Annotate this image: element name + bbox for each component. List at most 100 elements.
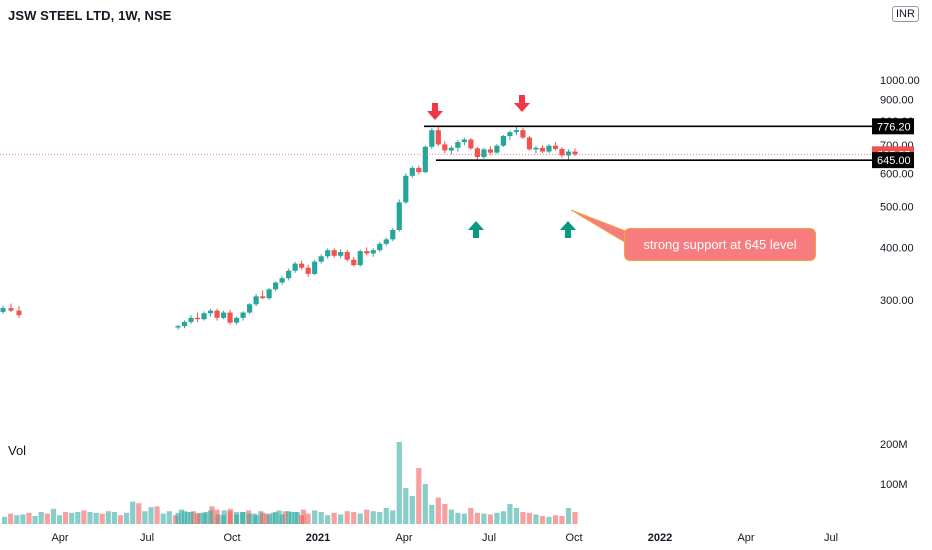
volume-bar <box>273 512 279 524</box>
candle-body <box>16 310 22 316</box>
volume-bar <box>201 512 207 524</box>
volume-bar <box>181 511 188 524</box>
candle-body <box>233 317 240 323</box>
volume-bar <box>474 512 480 524</box>
volume-bar <box>188 512 194 524</box>
volume-bar <box>351 512 357 524</box>
x-tick-label: Apr <box>395 532 412 544</box>
support-callout: strong support at 645 level <box>624 228 816 261</box>
volume-bar <box>383 508 389 524</box>
volume-bar <box>559 516 565 524</box>
candle-body <box>286 270 292 279</box>
candle-body <box>507 132 513 137</box>
volume-bar <box>166 511 172 524</box>
volume-bar <box>220 515 227 524</box>
volume-bar <box>305 513 311 524</box>
candle-body <box>520 130 526 138</box>
volume-bar <box>403 488 409 524</box>
volume-bar <box>87 512 93 524</box>
candle-body <box>266 289 272 299</box>
volume-bar <box>487 514 493 524</box>
volume-bar <box>191 511 197 524</box>
volume-bar <box>409 496 415 524</box>
volume-bar <box>468 508 474 524</box>
volume-bar <box>429 504 435 524</box>
candle-body <box>194 317 201 320</box>
candle-body <box>481 149 487 158</box>
volume-bar <box>338 514 344 524</box>
candle-body <box>279 278 285 283</box>
candle-body <box>246 304 253 313</box>
candle-body <box>546 145 552 152</box>
volume-bar <box>494 512 500 524</box>
volume-bar <box>396 442 402 524</box>
volume-bar <box>185 512 191 524</box>
volume-bar <box>390 510 396 524</box>
x-tick-label: 2021 <box>306 532 330 544</box>
volume-bar <box>194 513 201 524</box>
volume-bar <box>154 506 160 524</box>
volume-bar <box>227 511 233 524</box>
volume-bar <box>214 509 220 524</box>
candle-body <box>461 139 467 143</box>
candle-body <box>500 136 507 146</box>
candle-body <box>403 175 409 203</box>
candle-body <box>513 130 520 133</box>
candle-body <box>344 252 350 260</box>
arrow-down-icon <box>514 95 530 112</box>
x-tick-label: Oct <box>223 532 240 544</box>
candle-body <box>325 250 331 257</box>
volume-bar <box>539 516 546 524</box>
candle-body <box>240 312 246 318</box>
x-tick-label: Jul <box>824 532 838 544</box>
currency-button[interactable]: INR <box>892 6 919 22</box>
candle-body <box>442 144 448 151</box>
volume-bar <box>160 513 166 524</box>
candle-body <box>312 261 318 274</box>
volume-bar <box>344 511 350 524</box>
volume-tick-label: 100M <box>880 479 908 491</box>
volume-bar <box>32 516 38 524</box>
volume-bar <box>288 512 294 524</box>
volume-bar <box>377 512 383 524</box>
candle-body <box>565 151 572 156</box>
volume-bar <box>461 513 467 524</box>
volume-bar <box>442 504 448 524</box>
y-tick-label: 600.00 <box>880 168 914 180</box>
candle-body <box>559 148 565 156</box>
candle-body <box>390 230 396 240</box>
candle-body <box>468 139 474 149</box>
volume-bar <box>75 512 81 524</box>
volume-bar <box>292 512 298 524</box>
volume-bar <box>526 512 533 524</box>
callout-pointer <box>570 209 629 245</box>
volume-bar <box>130 501 136 524</box>
candle-body <box>526 137 533 150</box>
candle-body <box>377 243 383 251</box>
volume-bar <box>142 511 148 524</box>
volume-bar <box>99 513 105 524</box>
y-tick-label: 1000.00 <box>880 75 920 87</box>
candle-body <box>227 312 233 323</box>
volume-bar <box>331 512 337 524</box>
volume-bar <box>500 511 507 524</box>
candle-body <box>357 251 363 266</box>
candle-body <box>487 149 493 153</box>
volume-bar <box>14 515 20 524</box>
volume-bar <box>312 510 318 524</box>
volume-bar <box>8 513 14 524</box>
volume-bar <box>63 512 69 524</box>
x-tick-label: Oct <box>565 532 582 544</box>
x-tick-label: 2022 <box>648 532 672 544</box>
volume-bar <box>44 513 50 524</box>
volume-bar <box>2 516 8 524</box>
x-tick-label: Apr <box>737 532 754 544</box>
volume-bar <box>422 484 428 524</box>
candle-body <box>494 145 500 153</box>
volume-bar <box>266 514 272 524</box>
candle-body <box>383 239 389 244</box>
volume-bar <box>533 514 539 524</box>
arrow-down-icon <box>427 103 443 120</box>
y-tick-label: 500.00 <box>880 202 914 214</box>
